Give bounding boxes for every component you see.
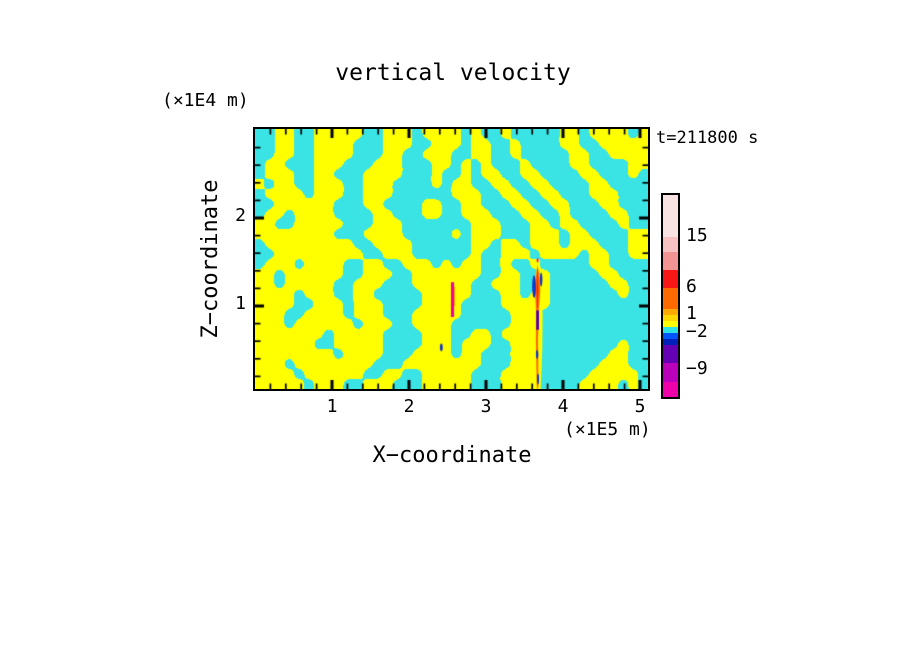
colorbar	[661, 193, 680, 399]
colorbar-tick-label: −9	[686, 358, 708, 379]
colorbar-segment	[663, 382, 678, 397]
colorbar-segment	[663, 195, 678, 237]
colorbar-segment	[663, 339, 678, 345]
colorbar-tick-label: 6	[686, 276, 697, 297]
colorbar-segment	[663, 327, 678, 333]
x-tick-label: 3	[480, 396, 492, 417]
y-axis-title: Z−coordinate	[198, 179, 223, 339]
x-axis-title: X−coordinate	[372, 443, 532, 468]
y-axis-unit: (×1E4 m)	[162, 90, 249, 111]
y-tick-label: 2	[235, 205, 246, 226]
x-tick-label: 4	[557, 396, 569, 417]
x-axis-unit: (×1E5 m)	[564, 419, 651, 440]
x-tick-label: 5	[634, 396, 646, 417]
time-label: t=211800 s	[656, 128, 759, 148]
colorbar-segment	[663, 237, 678, 252]
colorbar-tick-label: 15	[686, 225, 708, 246]
heatmap-plot	[253, 127, 650, 391]
colorbar-segment	[663, 252, 678, 270]
colorbar-segment	[663, 321, 678, 327]
y-tick-label: 1	[235, 293, 246, 314]
colorbar-segment	[663, 288, 678, 309]
colorbar-segment	[663, 345, 678, 363]
x-tick-label: 1	[326, 396, 338, 417]
chart-title: vertical velocity	[335, 60, 571, 86]
colorbar-segment	[663, 315, 678, 321]
colorbar-segment	[663, 363, 678, 382]
colorbar-segment	[663, 309, 678, 315]
colorbar-segment	[663, 270, 678, 288]
colorbar-tick-label: −2	[686, 321, 708, 342]
colorbar-segment	[663, 333, 678, 339]
x-tick-label: 2	[403, 396, 415, 417]
colorbar-tick-label: 1	[686, 303, 697, 324]
